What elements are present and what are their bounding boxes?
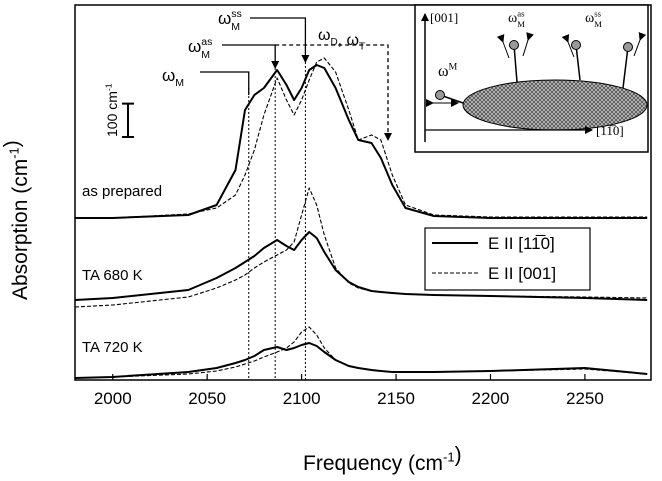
motion-arrow — [633, 32, 647, 57]
scale-bar — [122, 102, 134, 138]
spectrum-line — [74, 342, 648, 379]
inset-mode-label: ωas M — [508, 8, 525, 29]
mode-label: ωM — [162, 66, 184, 89]
mode-label-part: ss — [231, 8, 242, 20]
inset-x-axis-label: [11̅0] — [596, 123, 624, 138]
x-axis-title-part: ) — [455, 444, 462, 467]
inset-mode-label: ωM — [438, 62, 458, 80]
x-tick-label: 2250 — [566, 389, 604, 408]
mode-label: ωss M — [218, 8, 242, 33]
mode-label-part: ω — [318, 27, 331, 44]
mode-label-part: ω — [218, 9, 231, 28]
scale-bar-label-part: -1 — [103, 83, 113, 91]
mode-label: ωas M — [188, 36, 212, 61]
atom — [623, 42, 633, 52]
atom — [509, 40, 519, 50]
inset: [001] [11̅0] — [414, 4, 649, 153]
mode-bracket — [222, 44, 280, 69]
y-axis-title-part: -1 — [7, 147, 22, 159]
mode-label-part: ω — [162, 66, 175, 85]
mode-label-part: M — [231, 21, 240, 33]
mode-label-part: M — [175, 77, 184, 89]
spectrum-line — [75, 64, 648, 219]
mode-bracket — [275, 44, 392, 141]
mode-label-part: , ω — [338, 32, 359, 49]
legend-frame — [424, 227, 591, 291]
mode-label-part: ω — [188, 37, 201, 56]
inset-mode-label-part: ω — [585, 11, 594, 26]
scale-bar-label-part: 100 cm — [104, 91, 120, 137]
mode-label-part: T — [359, 42, 365, 53]
motion-arrow — [561, 34, 575, 58]
legend: E II [11̅0] E II [001] — [424, 227, 591, 291]
scale-bar-label: 100 cm-1 — [103, 83, 120, 137]
motion-arrow — [496, 34, 510, 59]
inset-mode-label-part: as — [517, 8, 525, 18]
inset-y-axis-label: [001] — [430, 10, 458, 25]
sample-label: TA 720 K — [82, 339, 143, 356]
inset-mode-label-part: M — [449, 62, 458, 73]
inset-mode-label-part: ss — [594, 8, 601, 18]
motion-arrow — [522, 32, 534, 57]
inset-mode-label-part: M — [517, 19, 525, 29]
x-tick-label: 2000 — [94, 389, 132, 408]
x-axis-title-part: Frequency (cm — [303, 452, 443, 475]
mode-label-part: M — [201, 49, 210, 61]
mode-label: ωD, ωT — [318, 27, 365, 53]
inset-mode-label: ωss M — [585, 8, 602, 29]
atom — [571, 40, 581, 50]
legend-label: E II [11̅0] — [488, 234, 555, 253]
x-tick-label: 2100 — [283, 389, 321, 408]
x-tick-label: 2200 — [472, 389, 510, 408]
spectrum-line — [75, 57, 648, 219]
atom — [435, 90, 445, 100]
plot-frame — [74, 4, 652, 381]
legend-label: E II [001] — [488, 264, 556, 283]
sample-label: TA 680 K — [82, 267, 143, 284]
y-axis-title-part: Absorption (cm — [9, 159, 32, 300]
y-axis-title-part: ) — [1, 140, 24, 147]
inset-mode-label-part: ω — [438, 63, 449, 80]
sample-label: as prepared — [82, 183, 162, 200]
mode-bracket — [250, 17, 310, 63]
spectrum-line — [74, 187, 648, 308]
x-tick-label: 2050 — [188, 389, 226, 408]
inset-mode-label-part: M — [594, 19, 602, 29]
mode-label-part: D — [331, 37, 338, 48]
y-axis-title: Absorption (cm-1) — [1, 140, 32, 300]
x-axis-title-part: -1 — [443, 450, 455, 465]
mode-label-part: as — [201, 36, 212, 48]
spectrum-line — [74, 326, 648, 379]
inset-mode-label-part: ω — [508, 11, 517, 26]
mode-bracket — [200, 71, 250, 95]
x-axis-title: Frequency (cm-1) — [303, 444, 462, 475]
x-tick-label: 2150 — [377, 389, 415, 408]
